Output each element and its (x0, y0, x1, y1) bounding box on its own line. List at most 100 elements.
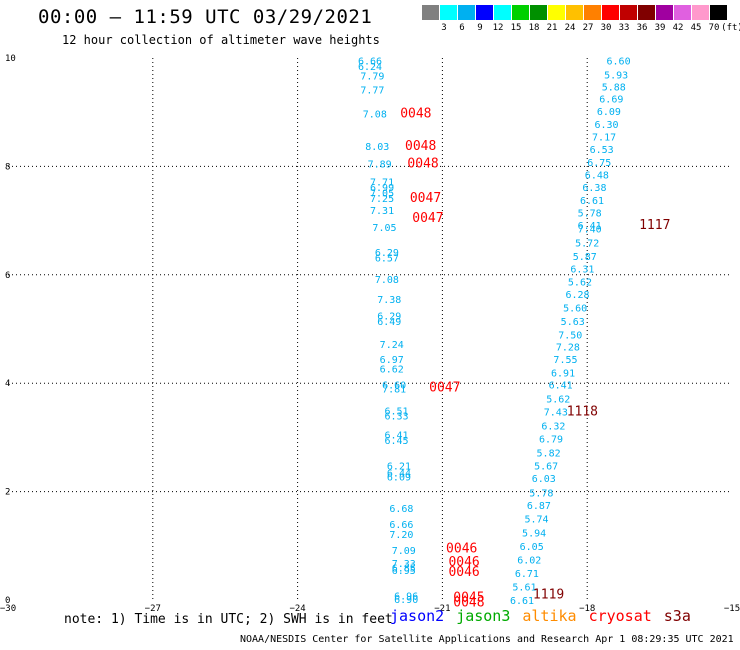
footer-credit: NOAA/NESDIS Center for Satellite Applica… (240, 634, 734, 645)
data-label-swh_left: 7.08 (363, 109, 387, 120)
data-label-swh_left: 7.24 (380, 340, 404, 351)
page-subtitle: 12 hour collection of altimeter wave hei… (62, 33, 380, 47)
data-label-swh_right: 5.93 (604, 70, 628, 81)
data-label-swh_right: 5.61 (512, 582, 536, 593)
data-label-swh_left: 7.89 (368, 160, 392, 171)
scale-label: 12 (492, 23, 504, 33)
data-label-swh_right: 6.32 (541, 421, 565, 432)
data-label-swh_right: 6.71 (515, 569, 539, 580)
data-label-swh_left: 6.41 (384, 431, 408, 442)
scale-label: 21 (546, 23, 558, 33)
data-label-cryosat: 0048 (407, 157, 438, 172)
data-label-swh_left: 6.85 (392, 563, 416, 574)
data-label-swh_right: 6.75 (587, 158, 611, 169)
legend: jason2 jason3 altika cryosat s3a (390, 607, 703, 625)
data-label-swh_left: 6.24 (358, 62, 382, 73)
data-label-swh_left: 7.20 (389, 530, 413, 541)
data-label-swh_left: 7.33 (392, 559, 416, 570)
legend-item-altika: altika (522, 607, 577, 625)
data-label-cryosat: 0048 (453, 596, 484, 611)
data-label-swh_left: 6.09 (387, 472, 411, 483)
scale-label: 33 (618, 23, 630, 33)
data-label-swh_left: 6.90 (394, 595, 418, 606)
y-tick-label: 4 (5, 379, 10, 389)
data-label-swh_left: 7.08 (375, 275, 399, 286)
data-label-swh_left: 6.60 (382, 380, 406, 391)
data-label-swh_left: 7.81 (382, 385, 406, 396)
scale-swatch (494, 5, 511, 20)
scale-swatch (692, 5, 709, 20)
data-label-swh_left: 6.33 (384, 412, 408, 423)
note-text: note: 1) Time is in UTC; 2) SWH is in fe… (64, 612, 393, 627)
data-label-swh_right: 6.05 (520, 542, 544, 553)
data-label-swh_right: 7.55 (553, 355, 577, 366)
data-label-s3a: 1118 (567, 404, 598, 419)
scale-swatch (674, 5, 691, 20)
data-label-swh_left: 6.57 (375, 253, 399, 264)
data-label-swh_right: 5.74 (524, 515, 548, 526)
data-label-swh_right: 6.38 (582, 183, 606, 194)
data-label-swh_right: 6.30 (594, 120, 618, 131)
scale-swatch (638, 5, 655, 20)
data-label-cryosat: 0046 (448, 565, 479, 580)
scale-swatch (656, 5, 673, 20)
data-label-swh_right: 5.67 (534, 462, 558, 473)
data-label-swh_left: 6.99 (370, 183, 394, 194)
data-label-swh_left: 7.25 (370, 194, 394, 205)
legend-item-jason2: jason2 (390, 607, 445, 625)
y-tick-label: 6 (5, 271, 10, 281)
x-tick-label: −30 (0, 604, 16, 614)
data-label-swh_right: 5.62 (568, 277, 592, 288)
data-label-swh_right: 6.53 (590, 145, 614, 156)
data-label-swh_left: 6.44 (387, 469, 411, 480)
scale-label: 30 (600, 23, 612, 33)
scale-swatch (476, 5, 493, 20)
x-tick-label: −21 (434, 604, 450, 614)
data-label-swh_right: 6.61 (510, 596, 534, 607)
data-label-swh_right: 7.17 (592, 133, 616, 144)
data-label-cryosat: 0048 (400, 106, 431, 121)
data-label-swh_right: 6.91 (551, 368, 575, 379)
data-label-swh_right: 5.62 (546, 394, 570, 405)
data-label-cryosat: 0048 (405, 139, 436, 154)
data-label-swh_right: 5.94 (522, 528, 546, 539)
chart-grid (8, 58, 732, 600)
scale-label: 70 (708, 23, 720, 33)
data-label-swh_left: 6.29 (377, 311, 401, 322)
data-label-swh_right: 6.02 (517, 555, 541, 566)
scale-label: 24 (564, 23, 576, 33)
data-label-swh_left: 6.96 (394, 592, 418, 603)
data-label-swh_right: 6.28 (565, 290, 589, 301)
data-label-swh_right: 5.87 (573, 252, 597, 263)
scale-swatch (530, 5, 547, 20)
data-label-swh_right: 7.28 (556, 342, 580, 353)
data-label-swh_right: 6.03 (532, 474, 556, 485)
data-label-swh_left: 6.62 (380, 365, 404, 376)
data-label-swh_right: 6.79 (539, 434, 563, 445)
legend-item-cryosat: cryosat (588, 607, 652, 625)
data-label-swh_left: 6.66 (389, 520, 413, 531)
data-label-swh_left: 7.38 (377, 295, 401, 306)
scale-swatch (602, 5, 619, 20)
y-tick-label: 0 (5, 596, 10, 606)
data-label-cryosat: 0047 (412, 211, 443, 226)
legend-item-jason3: jason3 (456, 607, 511, 625)
scale-swatch (584, 5, 601, 20)
scale-swatch (422, 5, 439, 20)
x-tick-label: −15 (724, 604, 740, 614)
data-label-swh_right: 5.60 (563, 303, 587, 314)
scale-label: 45 (690, 23, 702, 33)
scale-label: 42 (672, 23, 684, 33)
data-label-swh_right: 5.63 (561, 317, 585, 328)
x-tick-label: −24 (289, 604, 305, 614)
data-label-swh_left: 6.21 (387, 462, 411, 473)
data-label-swh_right: 7.40 (578, 225, 602, 236)
data-label-swh_left: 8.03 (365, 142, 389, 153)
data-label-swh_right: 6.48 (585, 171, 609, 182)
data-label-swh_left: 7.77 (360, 85, 384, 96)
data-label-swh_left: 7.09 (392, 546, 416, 557)
data-label-swh_right: 6.87 (527, 501, 551, 512)
scale-swatch (620, 5, 637, 20)
data-label-swh_left: 7.05 (370, 188, 394, 199)
data-label-swh_left: 7.05 (372, 223, 396, 234)
